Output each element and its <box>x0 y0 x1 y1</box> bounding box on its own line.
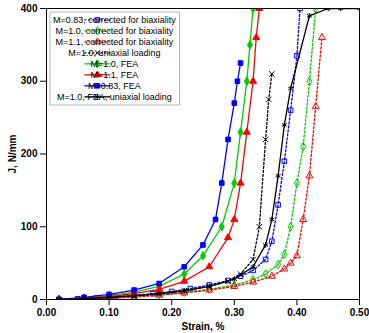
svg-text:100: 100 <box>21 221 38 232</box>
svg-text:M=1.0, FEA: M=1.0, FEA <box>91 59 139 69</box>
svg-text:300: 300 <box>21 75 38 86</box>
svg-text:M=1.1, FEA: M=1.1, FEA <box>91 70 139 80</box>
svg-text:200: 200 <box>21 148 38 159</box>
svg-text:0: 0 <box>32 294 38 305</box>
svg-text:0.40: 0.40 <box>287 307 307 318</box>
svg-text:400: 400 <box>21 3 38 14</box>
svg-text:0.30: 0.30 <box>225 307 245 318</box>
svg-text:0.20: 0.20 <box>162 307 182 318</box>
svg-text:M=1.0, FEA, uniaxial loading: M=1.0, FEA, uniaxial loading <box>57 92 172 102</box>
svg-text:M=0.83, FEA: M=0.83, FEA <box>88 81 141 91</box>
svg-text:M=1.1, corrected for biaxialit: M=1.1, corrected for biaxiality <box>56 37 174 47</box>
svg-text:M=1.0, corrected for biaxialit: M=1.0, corrected for biaxiality <box>56 26 174 36</box>
svg-text:M=0.83, corrected for biaxiali: M=0.83, corrected for biaxiality <box>53 15 176 25</box>
svg-text:J, N/mm: J, N/mm <box>7 134 18 173</box>
svg-text:0.00: 0.00 <box>37 307 57 318</box>
svg-text:M=1.0, uniaxial loading: M=1.0, uniaxial loading <box>68 48 160 58</box>
svg-text:0.50: 0.50 <box>350 307 369 318</box>
svg-text:Strain, %: Strain, % <box>182 321 225 332</box>
svg-text:0.10: 0.10 <box>99 307 119 318</box>
